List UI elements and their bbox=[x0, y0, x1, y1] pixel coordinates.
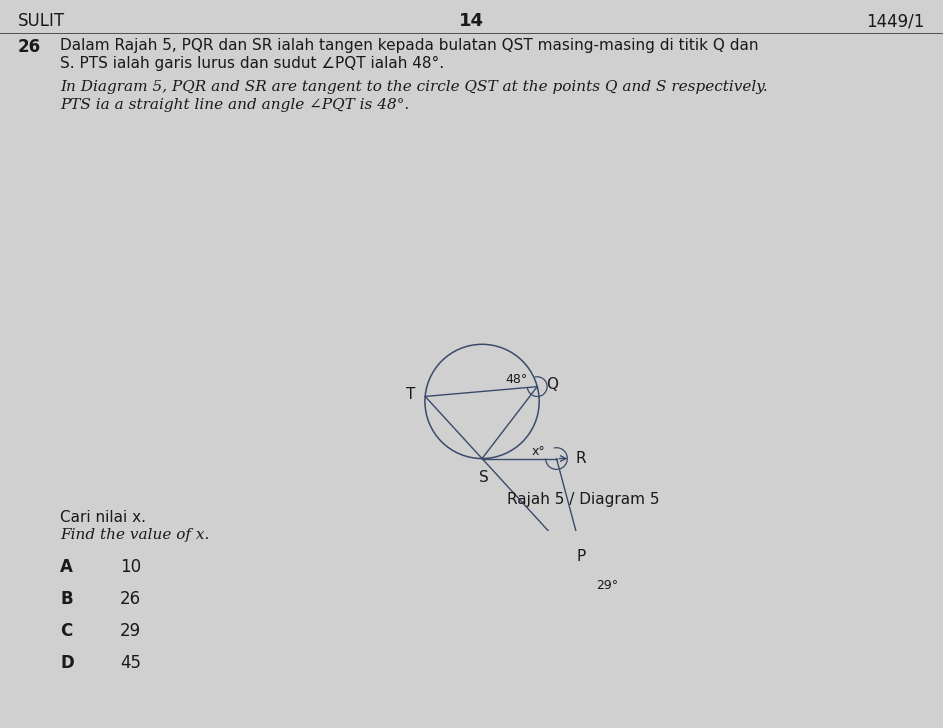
Text: P: P bbox=[577, 548, 586, 563]
Text: D: D bbox=[60, 654, 74, 672]
Text: In Diagram 5, PQR and SR are tangent to the circle QST at the points Q and S res: In Diagram 5, PQR and SR are tangent to … bbox=[60, 80, 768, 94]
Text: 1449/1: 1449/1 bbox=[867, 12, 925, 30]
Text: C: C bbox=[60, 622, 73, 640]
Text: 29: 29 bbox=[120, 622, 141, 640]
Text: A: A bbox=[60, 558, 73, 576]
Text: SULIT: SULIT bbox=[18, 12, 65, 30]
Text: S. PTS ialah garis lurus dan sudut ∠PQT ialah 48°.: S. PTS ialah garis lurus dan sudut ∠PQT … bbox=[60, 56, 444, 71]
Text: B: B bbox=[60, 590, 73, 608]
Text: Dalam Rajah 5, PQR dan SR ialah tangen kepada bulatan QST masing-masing di titik: Dalam Rajah 5, PQR dan SR ialah tangen k… bbox=[60, 38, 758, 53]
Text: 10: 10 bbox=[120, 558, 141, 576]
Text: 45: 45 bbox=[120, 654, 141, 672]
Text: Cari nilai x.: Cari nilai x. bbox=[60, 510, 146, 525]
Text: S: S bbox=[479, 470, 488, 485]
Text: Rajah 5 / Diagram 5: Rajah 5 / Diagram 5 bbox=[507, 492, 660, 507]
Text: 48°: 48° bbox=[505, 373, 528, 386]
Text: 29°: 29° bbox=[596, 579, 618, 593]
Text: Find the value of x.: Find the value of x. bbox=[60, 528, 209, 542]
Text: Q: Q bbox=[546, 377, 558, 392]
Text: x°: x° bbox=[532, 445, 546, 458]
Text: 26: 26 bbox=[120, 590, 141, 608]
Text: T: T bbox=[405, 387, 415, 402]
Text: PTS ia a straight line and angle ∠PQT is 48°.: PTS ia a straight line and angle ∠PQT is… bbox=[60, 98, 409, 112]
Text: 14: 14 bbox=[458, 12, 484, 30]
Text: 26: 26 bbox=[18, 38, 41, 56]
Text: R: R bbox=[575, 451, 586, 466]
